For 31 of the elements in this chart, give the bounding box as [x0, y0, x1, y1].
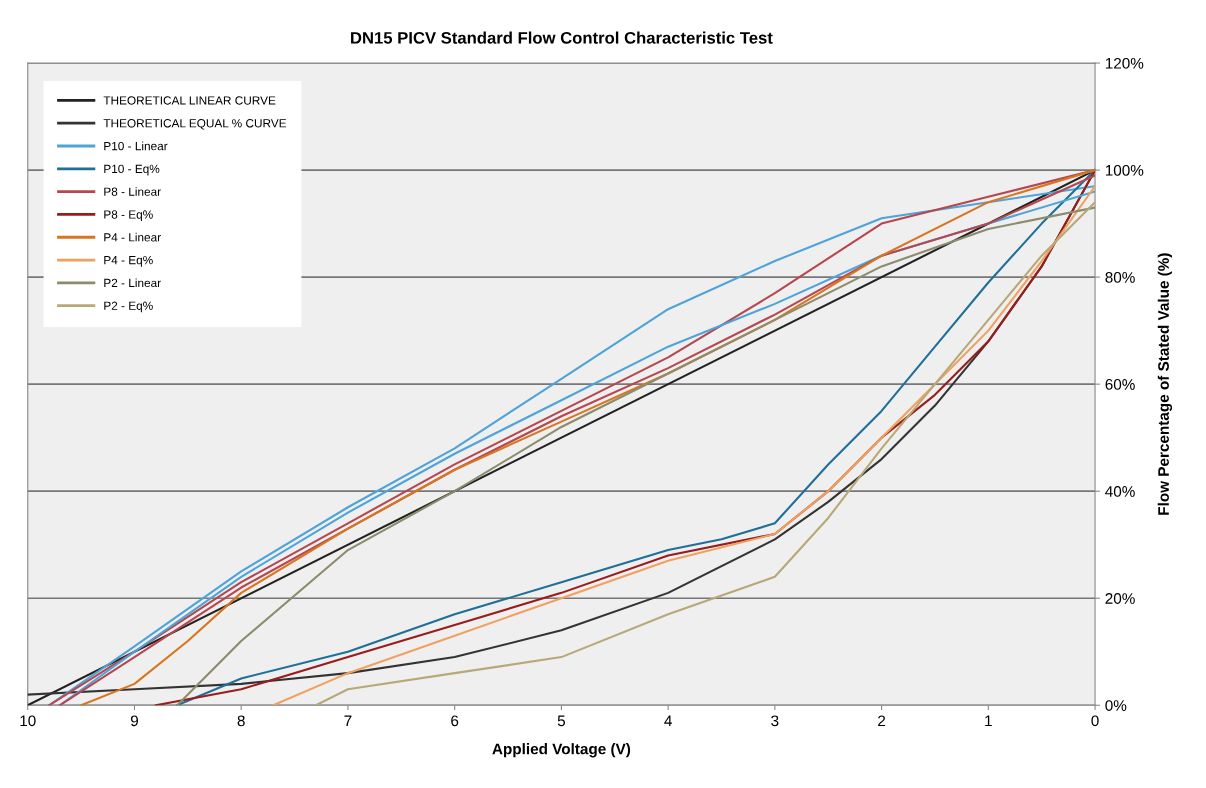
- x-tick-label: 0: [1091, 715, 1099, 727]
- x-tick-label: 6: [451, 715, 459, 727]
- legend-label: THEORETICAL EQUAL % CURVE: [103, 119, 287, 130]
- y-tick-label: 80%: [1105, 271, 1135, 283]
- x-tick-label: 1: [985, 715, 992, 727]
- x-tick-label: 3: [771, 715, 779, 727]
- legend-label: P8 - Linear: [104, 187, 161, 196]
- x-tick-label: 7: [344, 715, 352, 727]
- legend-label: P4 - Linear: [104, 232, 161, 242]
- legend-label: P4 - Eq%: [104, 255, 153, 267]
- legend-label: P2 - Eq%: [104, 301, 153, 313]
- x-tick-label: 2: [878, 715, 886, 727]
- y-tick-label: 0%: [1105, 700, 1127, 711]
- legend-label: P10 - Eq%: [104, 164, 160, 176]
- legend-label: THEORETICAL LINEAR CURVE: [103, 96, 276, 105]
- legend-label: P8 - Eq%: [104, 210, 153, 222]
- x-tick-label: 8: [237, 715, 245, 727]
- x-axis-title: Applied Voltage (V): [492, 743, 631, 758]
- x-tick-label: 5: [557, 715, 565, 727]
- y-tick-label: 40%: [1105, 486, 1135, 497]
- x-tick-label: 4: [664, 715, 672, 727]
- legend-label: P10 - Linear: [104, 141, 168, 151]
- y-axis-title: Flow Percentage of Stated Value (%): [1157, 253, 1173, 515]
- y-tick-label: 100%: [1105, 164, 1144, 176]
- y-tick-label: 60%: [1105, 379, 1135, 390]
- x-tick-label: 9: [130, 715, 138, 727]
- y-tick-label: 120%: [1105, 57, 1144, 69]
- x-tick-label: 10: [20, 715, 36, 727]
- chart-title: DN15 PICV Standard Flow Control Characteristic Test: [351, 31, 773, 44]
- legend-label: P2 - Linear: [104, 278, 161, 288]
- y-tick-label: 20%: [1105, 593, 1135, 604]
